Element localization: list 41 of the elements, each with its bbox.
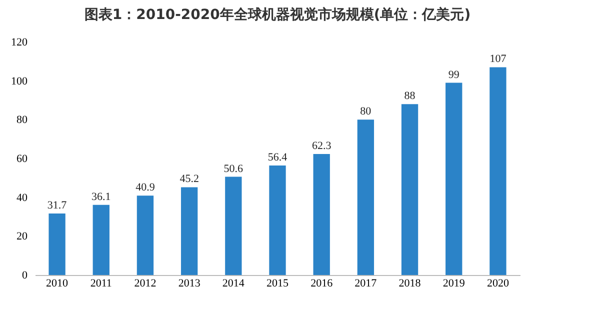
data-label: 50.6 [224,162,244,175]
y-tick-label: 0 [22,270,28,282]
data-label: 99 [448,68,460,81]
bar [92,204,110,275]
data-label: 62.3 [312,140,332,152]
chart-title: 图表1：2010-2020年全球机器视觉市场规模(单位：亿美元) [84,6,471,23]
y-tick-label: 40 [16,192,28,204]
x-tick-label: 2016 [310,278,334,290]
y-tick-label: 60 [16,153,28,165]
bar [446,82,462,275]
x-tick-label: 2019 [442,278,466,290]
bar [269,165,286,275]
data-label: 88 [404,90,416,102]
data-label: 56.4 [268,151,288,164]
data-label: 36.1 [92,190,111,203]
bar [401,104,418,275]
y-tick-label: 120 [11,36,28,48]
bar [48,213,66,275]
bar [313,154,330,275]
x-tick-label: 2014 [222,278,245,290]
y-tick-label: 20 [16,230,28,243]
x-tick-label: 2015 [266,278,289,290]
x-tick-label: 2010 [46,278,69,290]
y-tick-label: 100 [11,75,28,88]
data-label: 40.9 [136,182,156,194]
data-label: 80 [360,106,372,118]
data-label: 31.7 [47,199,68,212]
data-label: 107 [490,53,507,66]
bar [357,120,374,275]
x-tick-label: 2017 [354,278,378,290]
y-tick-label: 80 [16,114,28,126]
x-tick-label: 2018 [398,278,422,290]
x-tick-label: 2013 [178,278,201,290]
bar [490,67,506,275]
x-tick-label: 2020 [486,278,510,290]
bar [136,196,154,275]
x-tick-label: 2012 [134,278,156,290]
x-tick-label: 2011 [90,278,112,290]
bar [225,176,242,275]
bar [180,187,198,275]
data-label: 45.2 [180,173,199,186]
